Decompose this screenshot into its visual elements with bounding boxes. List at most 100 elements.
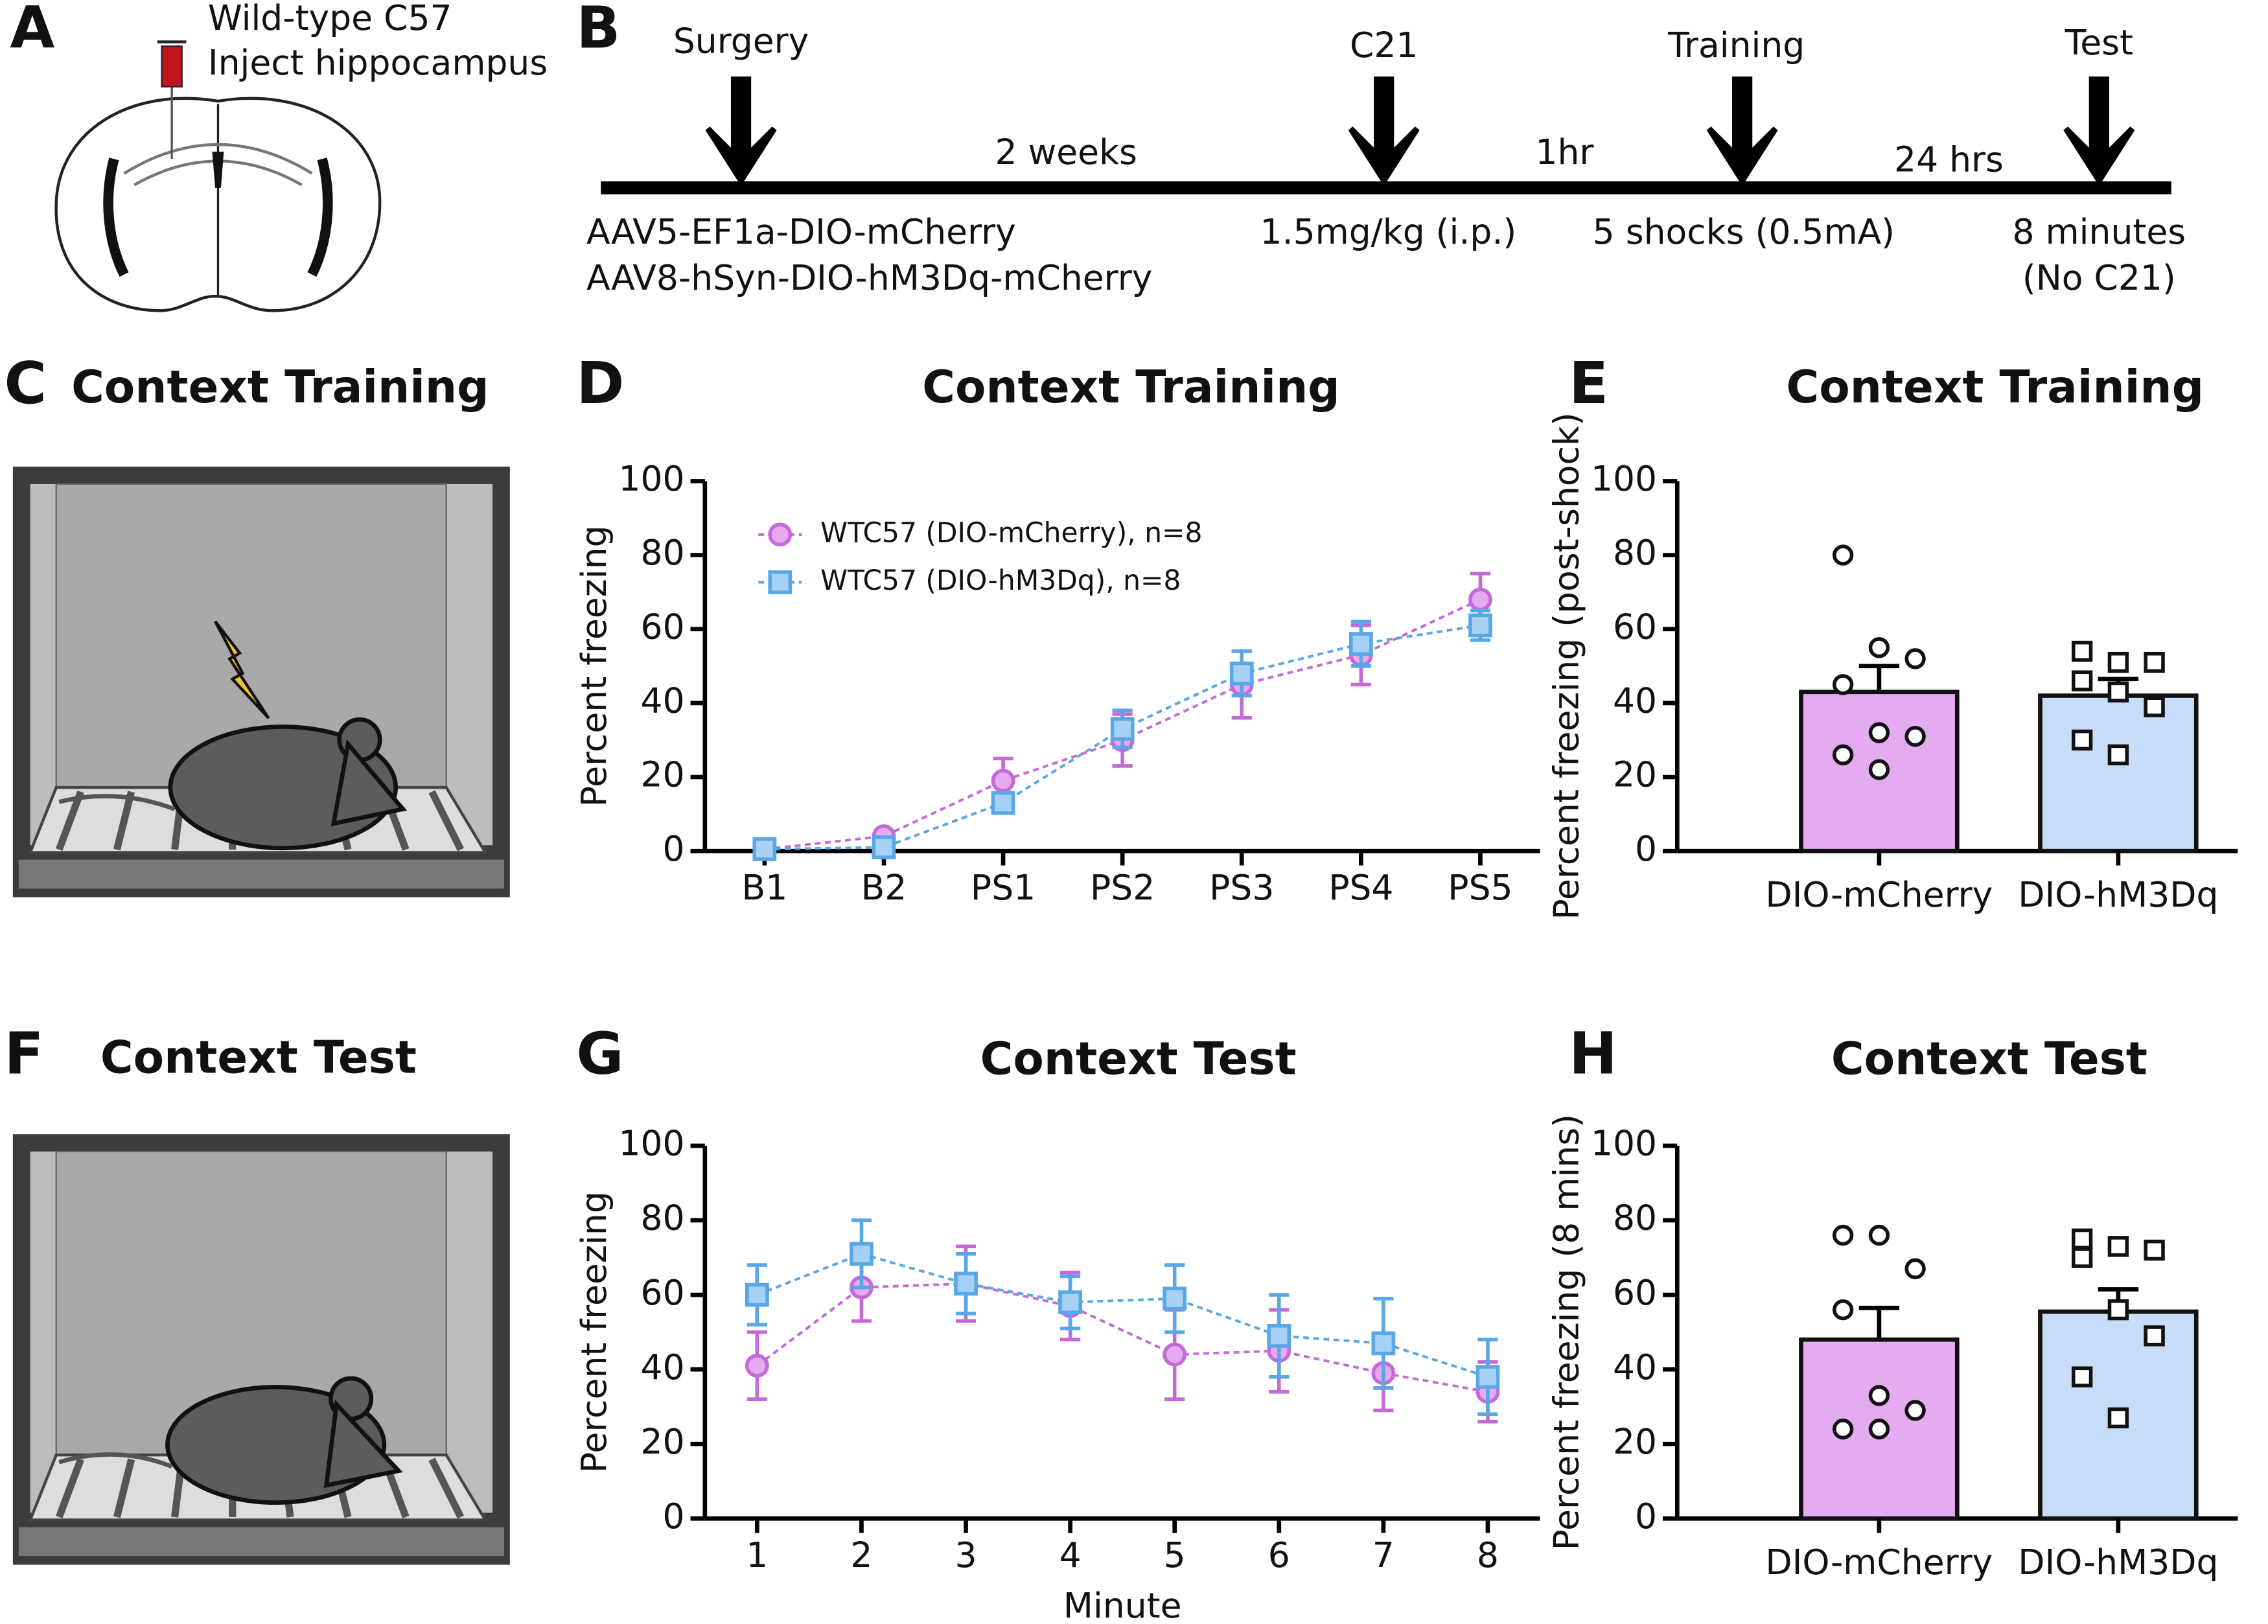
x-tick-label: 5	[1164, 1535, 1186, 1575]
marker	[1832, 1224, 1854, 1246]
y-tick-label: 40	[1613, 680, 1657, 721]
chamber-drawing	[12, 467, 510, 898]
y-axis-label: Percent freezing	[573, 526, 614, 807]
error-bar	[1858, 664, 1900, 692]
event-note: 1.5mg/kg (i.p.)	[1260, 211, 1517, 252]
x-tick-label: DIO-hM3Dq	[2018, 1542, 2218, 1583]
marker	[2144, 1325, 2165, 1347]
marker	[1904, 726, 1926, 747]
marker	[745, 1354, 769, 1378]
marker	[1868, 1224, 1890, 1246]
error-bar	[1858, 1305, 1900, 1340]
panel-label: C	[5, 350, 47, 417]
chart-title: Context Training	[1787, 362, 2204, 413]
marker	[1371, 1331, 1396, 1356]
marker	[2071, 729, 2093, 751]
y-tick-label: 80	[1613, 1198, 1657, 1238]
interval-label: 24 hrs	[1894, 139, 2004, 180]
x-tick-label: B2	[861, 867, 907, 908]
y-tick-label: 80	[641, 532, 685, 573]
event-note: 5 shocks (0.5mA)	[1593, 211, 1895, 252]
y-tick-label: 100	[1591, 458, 1657, 499]
y-tick-label: 40	[641, 680, 685, 721]
panel-label: B	[576, 0, 620, 62]
brain-drawing	[54, 40, 382, 312]
x-tick-label: 6	[1268, 1535, 1290, 1575]
x-tick-label: B1	[742, 867, 788, 908]
marker	[2071, 1247, 2093, 1268]
y-tick-label: 100	[1591, 1123, 1657, 1164]
x-tick-label: PS2	[1090, 867, 1155, 908]
marker	[1904, 1258, 1926, 1280]
marker	[1163, 1342, 1187, 1367]
x-tick-label: 3	[955, 1535, 977, 1575]
marker	[1058, 1290, 1083, 1315]
y-tick-label: 0	[663, 1496, 685, 1537]
y-tick-label: 60	[1613, 606, 1657, 647]
x-tick-label: 7	[1372, 1535, 1394, 1575]
marker	[2107, 1299, 2129, 1321]
marker	[1832, 674, 1854, 695]
marker	[1475, 1365, 1500, 1389]
marker	[2144, 696, 2165, 717]
y-tick-label: 60	[641, 606, 685, 647]
marker	[2071, 1366, 2093, 1387]
marker	[2071, 670, 2093, 691]
marker	[768, 570, 793, 594]
marker	[954, 1271, 978, 1296]
marker	[2071, 640, 2093, 662]
marker	[1868, 1385, 1890, 1406]
marker	[1163, 1286, 1187, 1311]
x-tick-label: PS1	[971, 867, 1036, 908]
marker	[991, 791, 1015, 815]
y-tick-label: 80	[641, 1198, 685, 1238]
marker	[1832, 544, 1854, 566]
marker	[1904, 648, 1926, 669]
event-label: C21	[1350, 25, 1418, 65]
marker	[1468, 587, 1492, 612]
y-tick-label: 20	[641, 754, 685, 795]
x-tick-label: 8	[1477, 1535, 1499, 1575]
marker	[1832, 744, 1854, 765]
panel-label: D	[576, 350, 624, 417]
marker	[1904, 1400, 1926, 1421]
x-tick-label: PS4	[1328, 867, 1393, 908]
interval-label: 1hr	[1535, 132, 1593, 172]
panel-label: E	[1569, 350, 1608, 417]
event-label: Test	[2065, 22, 2133, 63]
y-tick-label: 60	[641, 1272, 685, 1313]
legend-label: WTC57 (DIO-mCherry), n=8	[820, 516, 1202, 548]
marker	[2107, 651, 2129, 673]
y-tick-label: 0	[1635, 828, 1657, 869]
marker	[2144, 651, 2165, 673]
injection-text: Wild-type C57	[208, 0, 452, 38]
x-tick-label: PS3	[1209, 867, 1274, 908]
event-label: Training	[1667, 25, 1805, 65]
chamber-title: Context Test	[100, 1032, 417, 1084]
y-tick-label: 100	[618, 1123, 684, 1164]
x-tick-label: 1	[746, 1535, 768, 1575]
marker	[1868, 637, 1890, 658]
legend-label: WTC57 (DIO-hM3Dq), n=8	[820, 564, 1181, 596]
y-tick-label: 0	[1635, 1496, 1657, 1537]
event-note: AAV8-hSyn-DIO-hM3Dq-mCherry	[586, 257, 1152, 298]
marker	[1229, 661, 1254, 686]
y-tick-label: 20	[1613, 1421, 1657, 1462]
chart-title: Context Test	[980, 1034, 1297, 1085]
marker	[2107, 681, 2129, 702]
y-axis-label: Percent freezing (8 mins)	[1546, 1114, 1587, 1550]
marker	[2107, 1407, 2129, 1429]
x-tick-label: 4	[1059, 1535, 1082, 1575]
x-axis-label: Minute	[1063, 1585, 1182, 1624]
marker	[2144, 1239, 2165, 1261]
x-tick-label: 2	[850, 1535, 872, 1575]
x-tick-label: DIO-mCherry	[1765, 1542, 1993, 1583]
chart-title: Context Training	[922, 362, 1340, 413]
injection-text: Inject hippocampus	[208, 42, 548, 83]
panel-label: A	[10, 0, 54, 62]
x-tick-label: DIO-hM3Dq	[2018, 874, 2218, 915]
marker	[1832, 1419, 1854, 1440]
chamber-title: Context Training	[71, 362, 489, 413]
y-axis-label: Percent freezing	[573, 1191, 614, 1473]
y-tick-label: 20	[1613, 754, 1657, 795]
